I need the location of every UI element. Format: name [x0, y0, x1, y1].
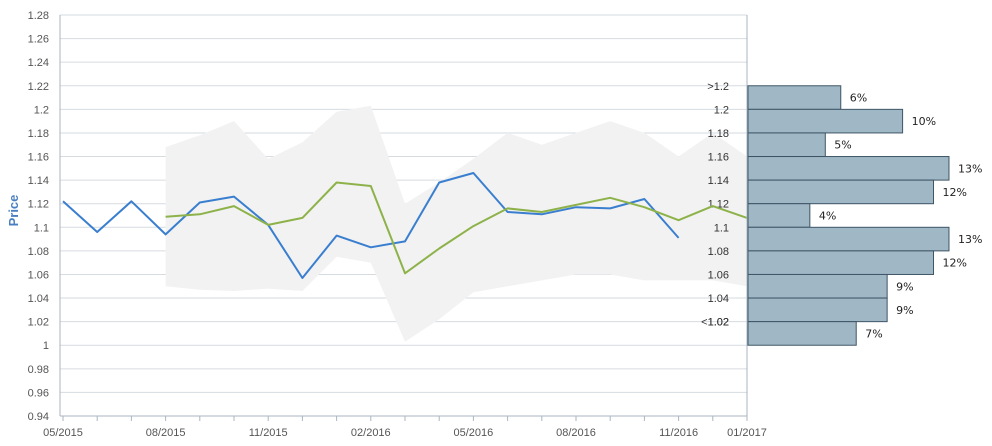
- histogram-bar: [747, 179, 935, 205]
- x-tick-label: 08/2015: [146, 427, 186, 439]
- y-tick-label: 1.22: [28, 81, 49, 93]
- histogram-value-label: 5%: [834, 139, 851, 152]
- histogram-value-label: 7%: [865, 327, 882, 340]
- y-tick-label: 0.98: [28, 364, 49, 376]
- histogram-value-label: 9%: [896, 280, 913, 293]
- histogram-bar: [747, 250, 935, 275]
- y-tick-label: 1.14: [28, 175, 49, 187]
- histogram-bin-label: >1.2: [707, 81, 729, 93]
- x-tick-label: 05/2016: [454, 427, 494, 439]
- histogram-value-label: 13%: [958, 162, 982, 175]
- blue-price-line: [62, 172, 680, 279]
- y-tick-label: 1.02: [28, 317, 49, 329]
- y-tick-label: 1.18: [28, 128, 49, 140]
- y-tick-label: 1.16: [28, 152, 49, 164]
- histogram-bin-label: <1.02: [701, 317, 729, 329]
- price-range-band: [165, 105, 748, 342]
- histogram-bar: [747, 297, 888, 323]
- y-tick-label: 1.24: [28, 57, 49, 69]
- histogram-value-label: 10%: [912, 115, 936, 128]
- y-tick-label: 1.12: [28, 199, 49, 211]
- histogram-bin-label: 1.06: [708, 269, 729, 281]
- histogram-bin-label: 1.08: [708, 246, 729, 258]
- y-tick-label: 0.96: [28, 387, 49, 399]
- histogram-bin-label: 1.16: [708, 152, 729, 164]
- y-tick-label: 1.26: [28, 34, 49, 46]
- axes: [59, 15, 748, 421]
- y-axis-label: Price: [6, 195, 21, 227]
- histogram-bar: [747, 85, 842, 110]
- x-axis-ticks: 05/2015 08/2015 11/2015 02/2016 05/2016 08/20…: [43, 427, 767, 439]
- y-tick-label: 1.06: [28, 269, 49, 281]
- x-tick-label: 02/2016: [351, 427, 391, 439]
- x-tick-label: 05/2015: [43, 427, 83, 439]
- y-tick-label: 1.08: [28, 246, 49, 258]
- histogram-bar: [747, 226, 950, 252]
- histogram-value-label: 13%: [958, 233, 982, 246]
- green-price-line: [165, 181, 748, 275]
- distribution-histogram: >1.2 1.2 1.18 1.16 1.14 1.12 1.1 1.08 1.06 1.04 1.…: [701, 81, 982, 346]
- histogram-bar: [747, 132, 826, 158]
- x-tick-label: 08/2016: [556, 427, 596, 439]
- price-series: [62, 172, 748, 279]
- histogram-bin-label: 1.18: [708, 128, 729, 140]
- histogram-value-label: 6%: [850, 92, 867, 105]
- histogram-value-label: 9%: [896, 304, 913, 317]
- histogram-bar: [747, 108, 904, 134]
- y-axis-ticks: 0.94 0.96 0.98 1 1.02 1.04 1.06 1.08 1.1 1.12 1.14…: [28, 10, 49, 423]
- y-tick-label: 1.28: [28, 10, 49, 22]
- x-tick-label: 11/2015: [249, 427, 288, 439]
- histogram-value-label: 4%: [819, 210, 836, 223]
- y-tick-label: 1.04: [28, 293, 49, 305]
- histogram-bin-label: 1.12: [708, 199, 729, 211]
- histogram-bin-label: 1.04: [708, 293, 729, 305]
- histogram-bin-label: 1.02: [708, 317, 729, 329]
- histogram-bin-label: 1.1: [714, 222, 729, 234]
- histogram-value-label: 12%: [943, 257, 967, 270]
- histogram-bar: [747, 273, 888, 299]
- y-tick-label: 1: [43, 340, 49, 352]
- histogram-bin-label: 1.2: [714, 104, 729, 116]
- y-tick-label: 1.1: [34, 222, 49, 234]
- x-tick-label: 01/2017: [727, 427, 767, 439]
- histogram-bar: [747, 203, 811, 228]
- histogram-bar: [747, 321, 857, 346]
- x-tick-label: 11/2016: [659, 427, 698, 439]
- y-tick-label: 1.2: [34, 104, 49, 116]
- histogram-bar: [747, 156, 950, 181]
- range-band-area: [165, 105, 748, 342]
- histogram-bin-label: 1.14: [708, 175, 729, 187]
- histogram-value-label: 12%: [943, 186, 967, 199]
- y-tick-label: 0.94: [28, 411, 49, 423]
